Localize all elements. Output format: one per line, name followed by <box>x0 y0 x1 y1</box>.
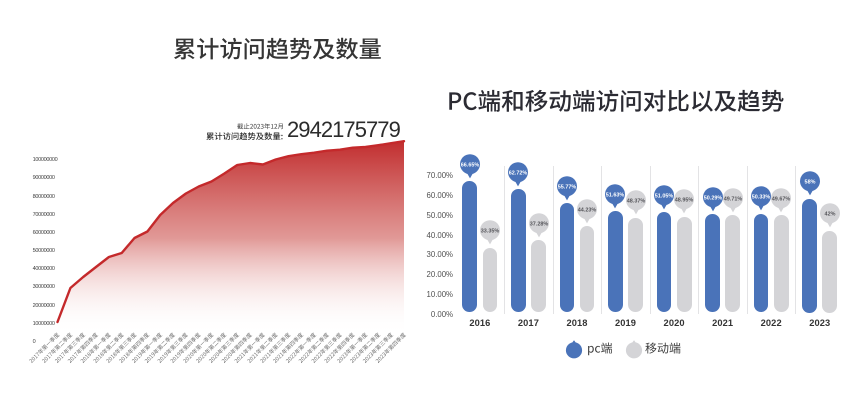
svg-text:33.35%: 33.35% <box>481 229 500 235</box>
svg-text:66.65%: 66.65% <box>461 162 480 168</box>
svg-text:50.33%: 50.33% <box>752 195 771 201</box>
svg-text:51.63%: 51.63% <box>606 192 625 198</box>
svg-text:44.23%: 44.23% <box>578 207 597 213</box>
svg-text:49.71%: 49.71% <box>724 196 743 202</box>
svg-text:37.28%: 37.28% <box>529 221 548 227</box>
svg-text:48.37%: 48.37% <box>626 199 645 205</box>
svg-text:48.95%: 48.95% <box>675 197 694 203</box>
svg-text:58%: 58% <box>804 179 815 185</box>
svg-text:49.67%: 49.67% <box>772 196 791 202</box>
svg-text:51.05%: 51.05% <box>655 193 674 199</box>
svg-text:42%: 42% <box>824 211 835 217</box>
svg-text:50.29%: 50.29% <box>703 195 722 201</box>
svg-text:55.77%: 55.77% <box>558 184 577 190</box>
svg-text:62.72%: 62.72% <box>509 170 528 176</box>
